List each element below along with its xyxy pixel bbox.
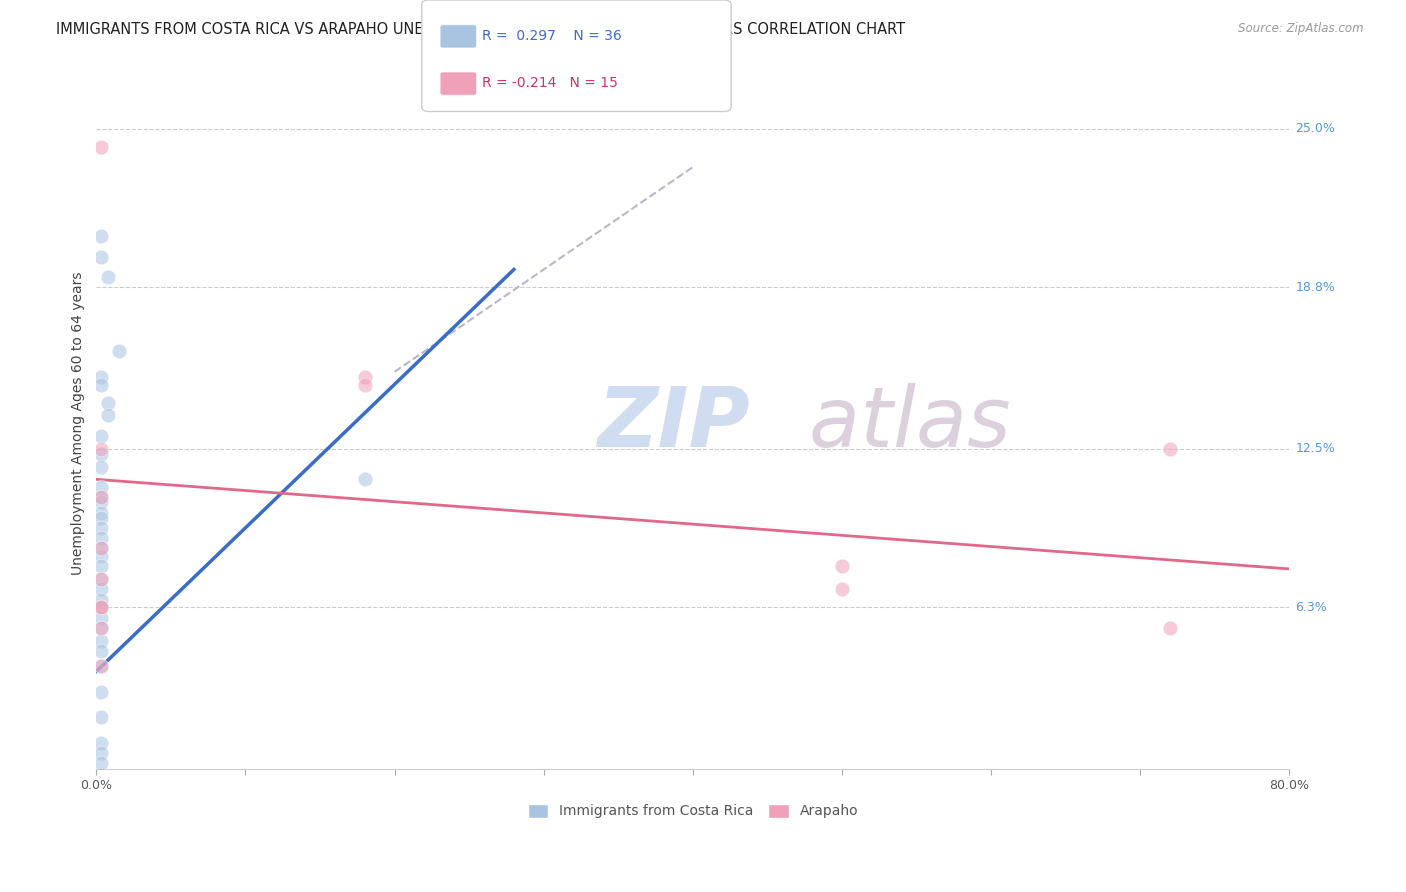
Text: R = -0.214   N = 15: R = -0.214 N = 15 — [482, 76, 619, 90]
Point — [90, 736, 112, 750]
Legend: Immigrants from Costa Rica, Arapaho: Immigrants from Costa Rica, Arapaho — [522, 798, 863, 824]
Point — [90, 531, 112, 545]
Text: 6.3%: 6.3% — [1295, 601, 1327, 614]
Point — [1159, 621, 1181, 635]
Point — [90, 506, 112, 520]
Point — [90, 447, 112, 461]
Point — [90, 592, 112, 607]
Point — [90, 480, 112, 494]
Point — [90, 250, 112, 264]
Point — [353, 377, 375, 392]
Text: Source: ZipAtlas.com: Source: ZipAtlas.com — [1239, 22, 1364, 36]
Point — [90, 139, 112, 153]
Point — [90, 549, 112, 563]
Point — [90, 600, 112, 615]
Point — [90, 582, 112, 597]
Point — [107, 344, 129, 359]
Point — [353, 472, 375, 486]
Point — [90, 559, 112, 574]
Point — [90, 621, 112, 635]
Point — [90, 621, 112, 635]
Text: atlas: atlas — [598, 383, 1011, 464]
Point — [90, 229, 112, 244]
Point — [1159, 442, 1181, 456]
Point — [831, 559, 853, 574]
Point — [90, 610, 112, 624]
Point — [90, 572, 112, 586]
Point — [353, 370, 375, 384]
Y-axis label: Unemployment Among Ages 60 to 64 years: Unemployment Among Ages 60 to 64 years — [72, 271, 86, 574]
Point — [90, 459, 112, 474]
Point — [90, 442, 112, 456]
Point — [90, 710, 112, 724]
Text: 18.8%: 18.8% — [1295, 281, 1336, 293]
Point — [90, 521, 112, 535]
Point — [97, 270, 120, 285]
Point — [90, 756, 112, 771]
Text: ZIP: ZIP — [598, 383, 749, 464]
Text: IMMIGRANTS FROM COSTA RICA VS ARAPAHO UNEMPLOYMENT AMONG AGES 60 TO 64 YEARS COR: IMMIGRANTS FROM COSTA RICA VS ARAPAHO UN… — [56, 22, 905, 37]
Text: 25.0%: 25.0% — [1295, 122, 1336, 135]
Point — [90, 600, 112, 615]
Point — [90, 633, 112, 648]
Point — [90, 541, 112, 556]
Point — [90, 659, 112, 673]
Point — [90, 600, 112, 615]
Text: 12.5%: 12.5% — [1295, 442, 1336, 455]
Point — [90, 429, 112, 443]
Point — [90, 490, 112, 504]
Point — [90, 495, 112, 509]
Point — [90, 370, 112, 384]
Point — [90, 746, 112, 760]
Text: R =  0.297    N = 36: R = 0.297 N = 36 — [482, 29, 621, 43]
Point — [90, 510, 112, 524]
Point — [90, 644, 112, 658]
Point — [831, 582, 853, 597]
Point — [97, 409, 120, 423]
Point — [90, 659, 112, 673]
Point — [90, 490, 112, 504]
Point — [90, 685, 112, 699]
Point — [90, 572, 112, 586]
Point — [90, 377, 112, 392]
Point — [90, 541, 112, 556]
Point — [97, 395, 120, 409]
